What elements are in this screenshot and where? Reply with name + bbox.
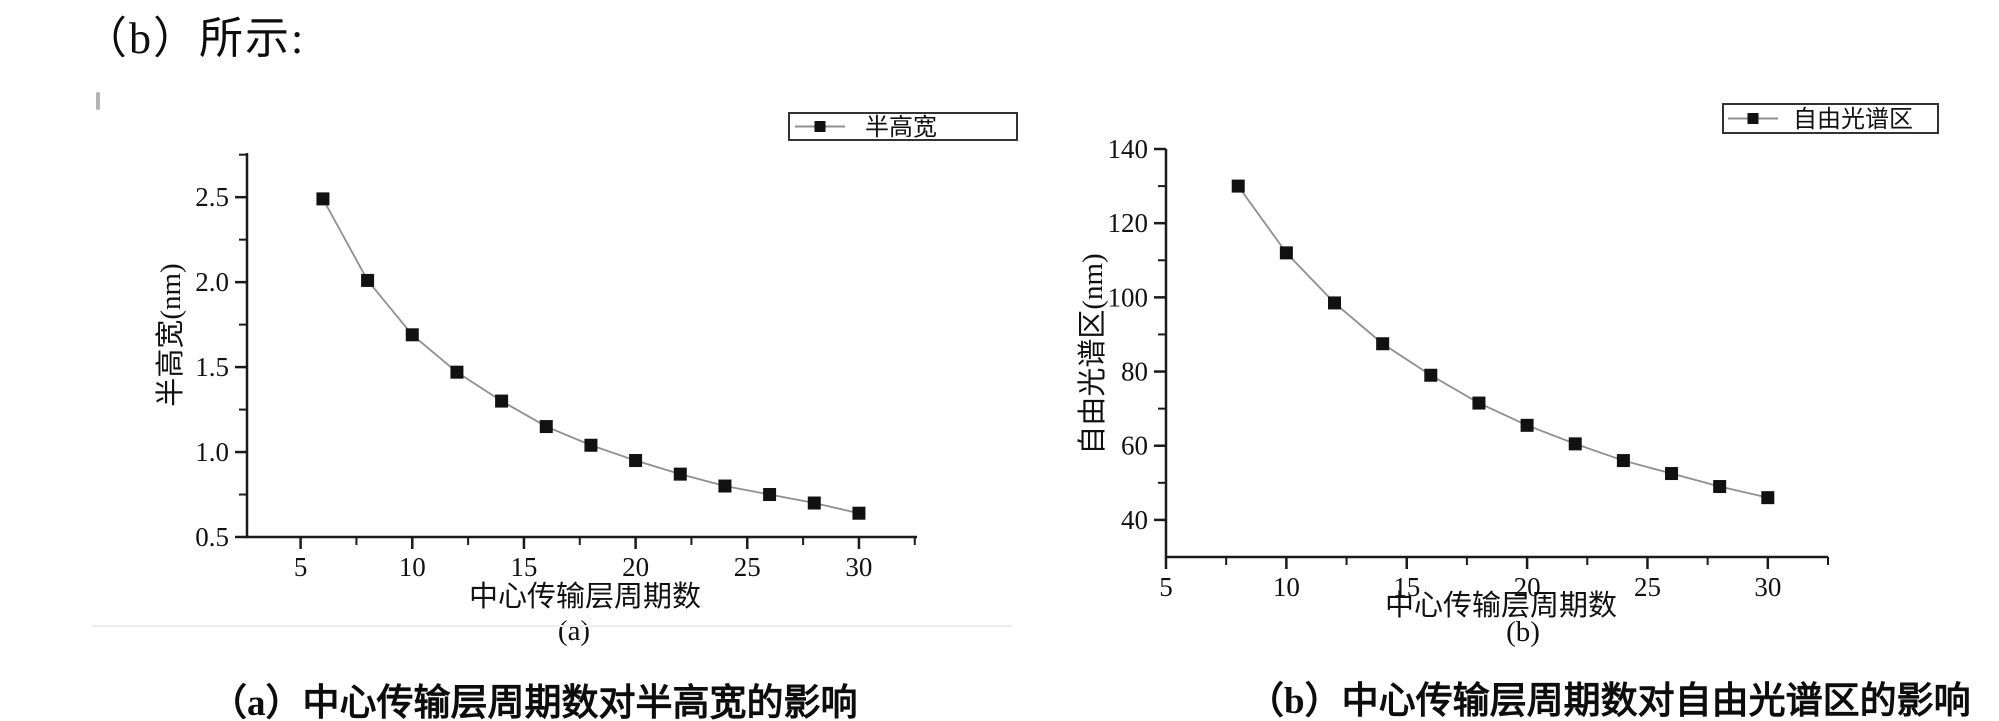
subplot-letter-label: (b) — [1506, 616, 1540, 648]
chart-a-axes — [245, 153, 917, 539]
x-tick-label: 5 — [1159, 572, 1173, 602]
x-tick-label: 15 — [510, 552, 537, 582]
data-point-marker — [763, 488, 777, 502]
y-tick-label: 2.5 — [195, 182, 229, 212]
y-tick-label: 100 — [1108, 282, 1149, 312]
data-point-marker — [405, 328, 419, 342]
data-point-marker — [316, 192, 330, 206]
x-tick-label: 25 — [734, 552, 761, 582]
data-point-marker — [1376, 337, 1390, 351]
x-tick-label: 10 — [399, 552, 426, 582]
data-point-marker — [495, 394, 509, 408]
series-line-半高宽 — [322, 198, 860, 515]
x-tick-label: 20 — [622, 552, 649, 582]
faint-divider-line — [92, 625, 1012, 627]
legend-marker-icon — [814, 121, 826, 132]
data-point-marker — [1472, 396, 1486, 410]
y-axis-label: 自由光谱区(nm) — [1076, 253, 1109, 454]
data-point-marker — [1665, 467, 1679, 481]
y-tick-label: 0.5 — [195, 522, 229, 552]
legend-label: 自由光谱区 — [1793, 106, 1913, 133]
caption-chart-a: （a）中心传输层周期数对半高宽的影响 — [210, 683, 858, 721]
legend-marker-icon — [1747, 113, 1759, 124]
x-tick-label: 15 — [1393, 572, 1420, 602]
chart-a: 5 10 15 20 25 30 0.5 1.0 1.5 2.0 2.5 半高宽中心传输层周期数(a)… — [154, 112, 1018, 647]
chart-b-axes — [1164, 149, 1828, 559]
x-tick-label: 5 — [294, 552, 308, 582]
x-axis-label: 中心传输层周期数 — [1385, 589, 1617, 622]
data-point-marker — [1761, 491, 1775, 505]
caption-chart-b: （b）中心传输层周期数对自由光谱区的影响 — [1247, 681, 1971, 721]
y-tick-label: 60 — [1121, 431, 1148, 461]
data-point-marker — [807, 496, 821, 510]
x-tick-label: 30 — [845, 552, 872, 582]
subplot-letter-label: (a) — [558, 615, 590, 647]
y-tick-label: 1.0 — [195, 437, 229, 467]
data-point-marker — [1424, 368, 1438, 382]
y-tick-label: 40 — [1121, 505, 1148, 535]
intro-text: （b）所示: — [83, 14, 306, 63]
y-tick-label: 2.0 — [195, 267, 229, 297]
y-tick-label: 80 — [1121, 357, 1148, 387]
data-point-marker — [1328, 296, 1342, 310]
x-axis-label: 中心传输层周期数 — [469, 580, 701, 613]
stray-scan-mark — [96, 92, 100, 110]
data-point-marker — [852, 506, 866, 520]
data-point-marker — [584, 438, 598, 452]
data-point-marker — [450, 365, 464, 379]
y-tick-label: 140 — [1108, 134, 1149, 164]
x-tick-label: 20 — [1514, 572, 1541, 602]
data-point-marker — [718, 479, 732, 493]
chart-b: 5 10 15 20 25 30 40 60 80 100 120 140 自由光谱区中心传输层周期数(… — [1076, 103, 1939, 648]
data-point-marker — [673, 467, 687, 481]
legend-label: 半高宽 — [865, 114, 937, 141]
y-tick-label: 120 — [1108, 208, 1149, 238]
x-tick-label: 25 — [1634, 572, 1661, 602]
x-tick-label: 30 — [1754, 572, 1781, 602]
data-point-marker — [361, 273, 375, 287]
data-point-marker — [1520, 418, 1534, 432]
x-tick-label: 10 — [1273, 572, 1300, 602]
series-line-自由光谱区 — [1237, 185, 1769, 499]
data-point-marker — [1713, 480, 1727, 494]
y-axis-label: 半高宽(nm) — [154, 263, 187, 406]
data-point-marker — [1231, 179, 1245, 193]
y-tick-label: 1.5 — [195, 352, 229, 382]
data-point-marker — [1279, 246, 1293, 260]
data-point-marker — [539, 420, 553, 434]
data-point-marker — [1568, 437, 1582, 451]
data-point-marker — [629, 454, 643, 468]
data-point-marker — [1616, 454, 1630, 468]
